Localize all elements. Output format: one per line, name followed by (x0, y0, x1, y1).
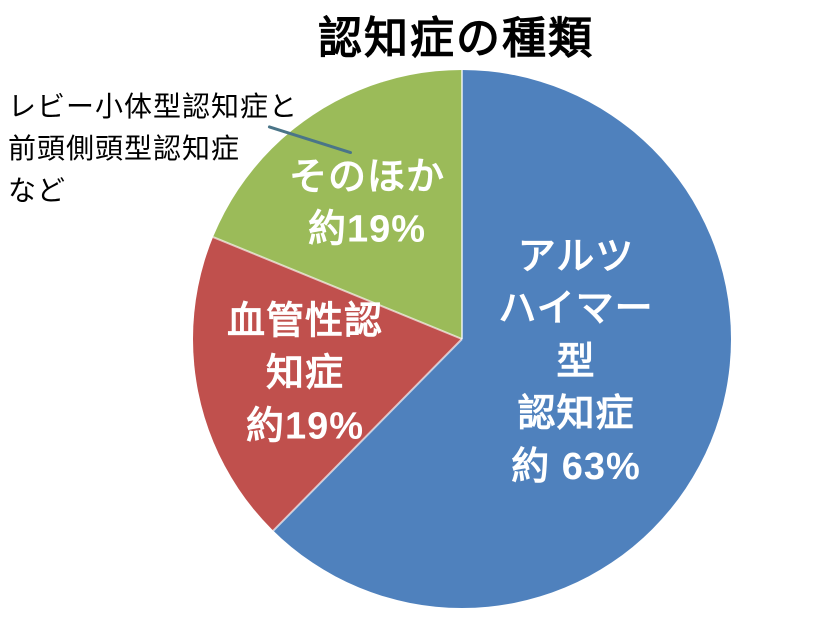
slice-label-line: 知症 (265, 352, 345, 395)
slice-label-line: 認知症 (517, 393, 635, 436)
annotation-line: 前頭側頭型認知症 (8, 133, 241, 164)
slice-label-line: 血管性認 (226, 300, 384, 343)
slice-label-line: そのほか (288, 156, 446, 199)
slice-divider (461, 70, 463, 339)
annotation-line: など (8, 175, 67, 206)
pie (193, 70, 731, 608)
slice-value-label: 約19% (307, 209, 427, 251)
slice-value-label: 約19% (245, 405, 365, 448)
slice-label-vascular: 血管性認 知症 約19% (227, 295, 383, 452)
slice-label-alzheimer: アルツ ハイマー 型 認知症 約 63% (498, 231, 653, 493)
slice-label-line: ハイマー (498, 288, 654, 331)
annotation-note: レビー小体型認知症と 前頭側頭型認知症 など (8, 86, 298, 212)
slice-label-line: 型 (556, 340, 596, 383)
slice-value-label: 約 63% (511, 445, 641, 488)
slice-label-other: そのほか 約19% (289, 152, 445, 257)
chart-title: 認知症の種類 (318, 14, 594, 63)
annotation-line: レビー小体型認知症と (8, 91, 299, 122)
slice-label-line: アルツ (517, 235, 635, 278)
